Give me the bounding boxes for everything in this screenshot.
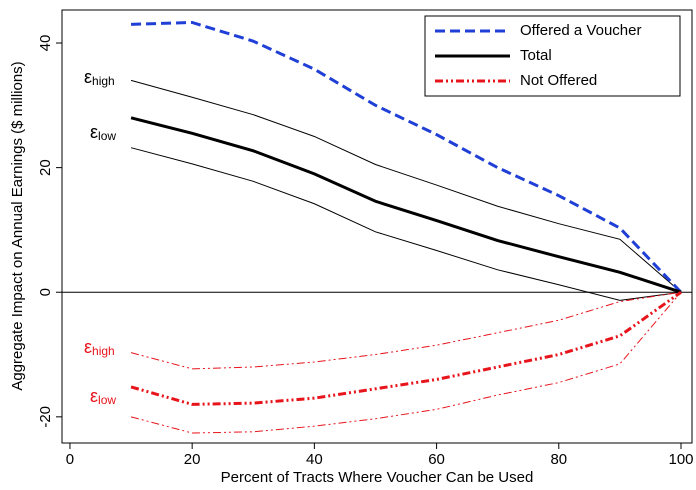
legend-label: Total [520, 47, 552, 64]
x-tick-label: 80 [550, 451, 567, 468]
x-tick-label: 100 [668, 451, 693, 468]
annotation-symbol: ε [84, 337, 92, 357]
legend-label: Offered a Voucher [520, 22, 641, 39]
annotation-subscript: high [92, 74, 115, 88]
band-line [130, 291, 682, 370]
annotation-symbol: ε [90, 122, 98, 142]
annotation: εhigh [84, 337, 115, 358]
annotation: εhigh [84, 67, 115, 88]
series-line [130, 116, 682, 294]
x-tick-label: 40 [306, 451, 323, 468]
y-tick-label: 40 [37, 35, 54, 52]
x-tick-label: 60 [428, 451, 445, 468]
band-line [130, 79, 682, 293]
x-tick-label: 0 [66, 451, 74, 468]
annotation-subscript: high [92, 344, 115, 358]
y-axis-label: Aggregate Impact on Annual Earnings ($ m… [9, 61, 26, 390]
band-line [130, 291, 682, 434]
legend-label: Not Offered [520, 72, 597, 89]
band-line [130, 147, 682, 301]
y-tick-label: 0 [37, 288, 54, 296]
annotation-symbol: ε [84, 67, 92, 87]
annotation: εlow [90, 122, 116, 143]
annotation-subscript: low [98, 129, 116, 143]
annotation-symbol: ε [90, 386, 98, 406]
plot-frame [61, 9, 693, 444]
x-axis-label: Percent of Tracts Where Voucher Can be U… [221, 469, 534, 486]
annotation-subscript: low [98, 393, 116, 407]
y-tick-label: 20 [37, 159, 54, 176]
series-line [131, 20, 683, 294]
y-tick-label: -20 [37, 406, 54, 428]
x-tick-label: 20 [184, 451, 201, 468]
series-line [130, 291, 682, 406]
annotation: εlow [90, 386, 116, 407]
